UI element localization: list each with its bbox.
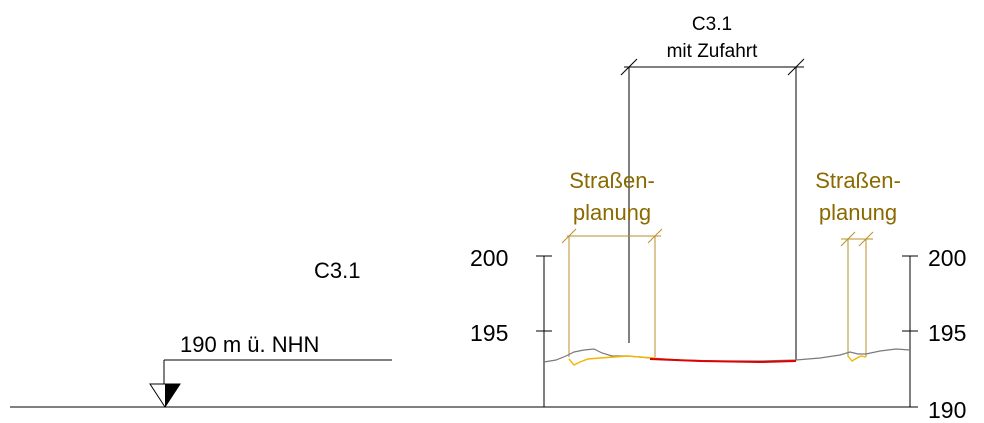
planning-surface-left bbox=[568, 355, 656, 366]
street-planning-left-line1: Straßen- bbox=[569, 168, 655, 193]
street-planning-right-dimension bbox=[840, 231, 874, 357]
datum-marker bbox=[149, 359, 392, 408]
street-planning-left-dimension bbox=[561, 228, 663, 357]
section-label: C3.1 bbox=[314, 258, 360, 283]
top-dimension bbox=[620, 58, 805, 360]
access-road-surface bbox=[649, 358, 797, 364]
left-scale-195: 195 bbox=[470, 320, 508, 346]
terrain-profile bbox=[543, 348, 911, 363]
right-scale-200: 200 bbox=[928, 245, 966, 271]
top-dimension-line1: C3.1 bbox=[692, 14, 732, 35]
street-planning-right-line1: Straßen- bbox=[815, 168, 901, 193]
left-scale bbox=[536, 255, 552, 407]
right-scale-190: 190 bbox=[928, 397, 966, 423]
datum-label: 190 m ü. NHN bbox=[180, 332, 319, 357]
right-scale bbox=[544, 255, 918, 408]
right-scale-195: 195 bbox=[928, 320, 966, 346]
datum-triangle-fill-icon bbox=[165, 384, 180, 407]
street-planning-left-line2: planung bbox=[573, 200, 651, 225]
street-planning-right-line2: planung bbox=[819, 200, 897, 225]
left-scale-200: 200 bbox=[470, 245, 508, 271]
top-dimension-line2: mit Zufahrt bbox=[667, 41, 759, 62]
planning-surface-right bbox=[847, 355, 867, 362]
